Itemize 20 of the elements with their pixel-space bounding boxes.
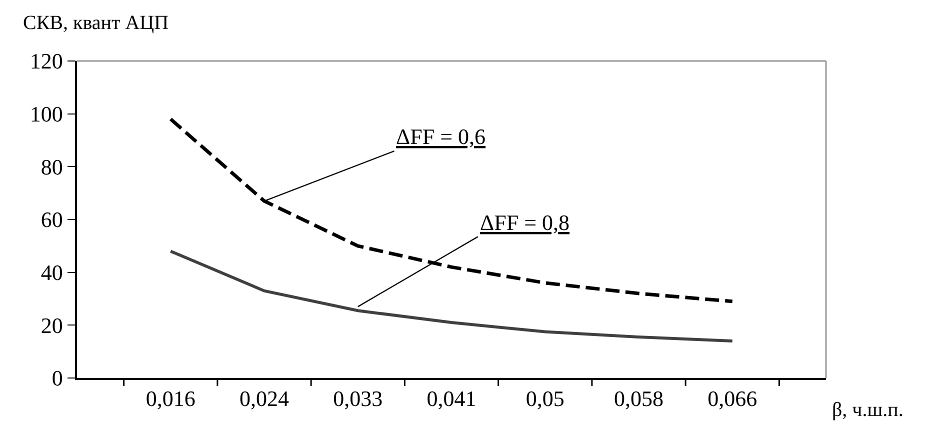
y-tick-label: 40	[40, 260, 63, 286]
x-tick-label: 0,016	[146, 386, 196, 412]
y-axis-title: СКВ, квант АЦП	[23, 12, 169, 34]
x-tick-label: 0,024	[240, 386, 289, 412]
x-tick-label: 0,041	[426, 386, 476, 412]
line-series	[169, 250, 734, 343]
x-tick-label: 0,058	[614, 386, 664, 412]
y-tick-label: 120	[30, 48, 63, 74]
annotation: ΔFF = 0,6	[396, 124, 486, 149]
y-tick-label: 100	[30, 102, 63, 127]
x-tick-label: 0,066	[708, 386, 758, 412]
y-tick-label: 60	[40, 207, 63, 232]
x-tick-label: 0,05	[526, 386, 564, 412]
y-tick-label: 20	[40, 312, 63, 338]
annotation: ΔFF = 0,8	[480, 210, 570, 235]
x-axis-title: β, ч.ш.п.	[832, 399, 904, 421]
line-series	[168, 117, 734, 304]
x-tick-label: 0,033	[333, 386, 383, 412]
y-tick-label: 0	[52, 366, 63, 391]
y-tick-label: 80	[40, 154, 63, 180]
